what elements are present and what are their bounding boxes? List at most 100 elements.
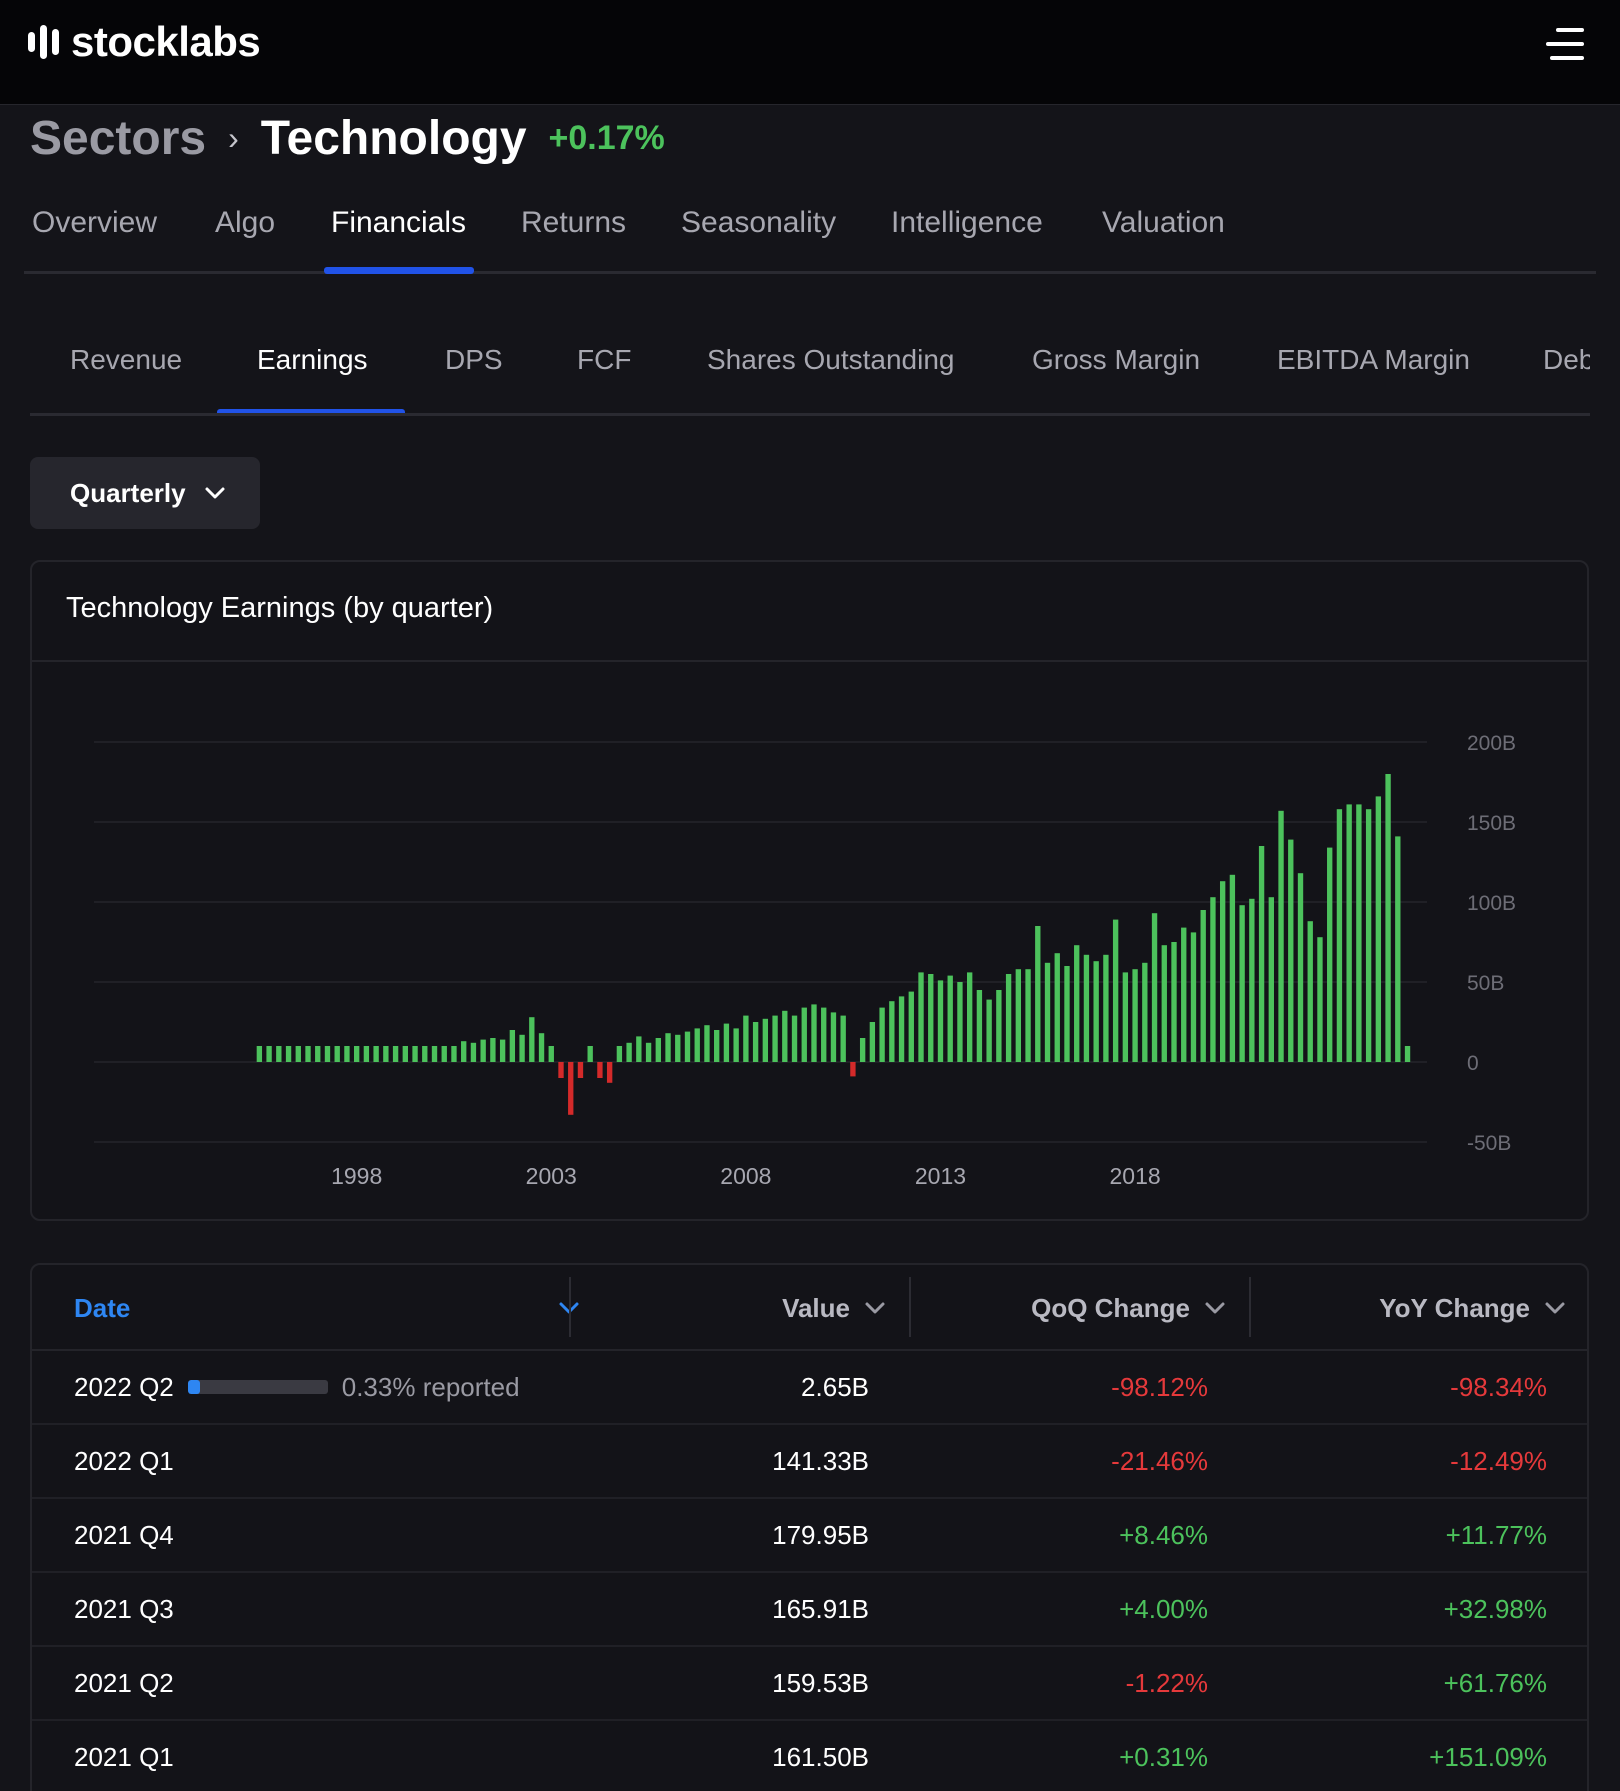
subtab-fcf[interactable]: FCF bbox=[577, 344, 632, 375]
chart-bar bbox=[1064, 966, 1070, 1062]
reported-progress-fill bbox=[187, 1380, 201, 1394]
chart-bar bbox=[1151, 913, 1158, 1062]
x-tick-label: 2008 bbox=[720, 1163, 771, 1189]
row-qoq-change: +8.46% bbox=[1119, 1519, 1208, 1550]
chart-bar bbox=[1015, 969, 1022, 1062]
chart-bar bbox=[986, 999, 992, 1062]
chevron-down-icon bbox=[1545, 1302, 1565, 1314]
chart-bar bbox=[645, 1042, 652, 1062]
chart-bar bbox=[568, 1062, 574, 1115]
subtab-dps[interactable]: DPS bbox=[445, 344, 503, 375]
hamburger-menu-icon[interactable] bbox=[1544, 26, 1584, 62]
main-tabs: Overview Algo Financials Returns Seasona… bbox=[24, 192, 1596, 274]
chart-bar bbox=[1132, 969, 1138, 1062]
chart-bar bbox=[1395, 836, 1401, 1062]
row-yoy-change: +151.09% bbox=[1429, 1741, 1547, 1772]
tab-overview[interactable]: Overview bbox=[32, 206, 158, 239]
column-header-date[interactable]: Date bbox=[74, 1265, 579, 1351]
chart-bar bbox=[1200, 910, 1206, 1062]
chart-bar bbox=[850, 1062, 856, 1077]
subtab-shares-outstanding[interactable]: Shares Outstanding bbox=[707, 344, 955, 375]
chart-bar bbox=[976, 990, 983, 1062]
table-row[interactable]: 2021 Q3 165.91B +4.00% +32.98% bbox=[32, 1573, 1587, 1647]
breadcrumb-sectors-link[interactable]: Sectors bbox=[30, 111, 207, 165]
column-header-yoy-label: YoY Change bbox=[1379, 1292, 1530, 1323]
chart-bar bbox=[1171, 942, 1177, 1062]
chart-bar bbox=[1307, 921, 1313, 1062]
chart-bar bbox=[821, 1007, 827, 1062]
tab-valuation[interactable]: Valuation bbox=[1102, 206, 1225, 239]
x-tick-label: 2018 bbox=[1110, 1163, 1161, 1189]
table-row[interactable]: 2021 Q2 159.53B -1.22% +61.76% bbox=[32, 1647, 1587, 1721]
chart-bar bbox=[1035, 926, 1041, 1062]
row-date: 2022 Q1 bbox=[74, 1445, 174, 1476]
chart-bar bbox=[1249, 898, 1255, 1062]
chart-bar bbox=[1365, 809, 1372, 1062]
chart-bar bbox=[1268, 897, 1274, 1062]
row-yoy-change: +32.98% bbox=[1443, 1593, 1547, 1624]
row-date: 2022 Q2 bbox=[74, 1371, 174, 1402]
chart-bar bbox=[451, 1046, 457, 1062]
earnings-bar-chart: 200B 150B 100B 50B 0 -50B 1998 2003 2008 2013 2018 bbox=[94, 732, 1516, 1189]
column-divider bbox=[569, 1277, 571, 1337]
subtab-revenue[interactable]: Revenue bbox=[70, 344, 183, 375]
chart-bar bbox=[1336, 809, 1343, 1062]
chart-bar bbox=[529, 1017, 535, 1062]
chart-bar bbox=[1074, 945, 1080, 1062]
row-date: 2021 Q3 bbox=[74, 1593, 174, 1624]
row-yoy-change: -12.49% bbox=[1450, 1445, 1547, 1476]
column-header-yoy-change[interactable]: YoY Change bbox=[1252, 1265, 1587, 1351]
chart-bar bbox=[461, 1041, 467, 1062]
chart-bar bbox=[422, 1046, 428, 1062]
chart-bar bbox=[431, 1046, 438, 1062]
chart-bar bbox=[1327, 847, 1333, 1062]
chart-bar bbox=[577, 1062, 584, 1078]
tab-returns[interactable]: Returns bbox=[521, 206, 627, 239]
chart-bar bbox=[392, 1046, 399, 1062]
breadcrumb: Sectors › Technology +0.17% bbox=[30, 108, 665, 168]
chart-bar bbox=[315, 1046, 321, 1062]
chart-bar bbox=[665, 1033, 671, 1062]
chart-bar bbox=[694, 1028, 700, 1062]
column-divider bbox=[1249, 1277, 1251, 1337]
chart-bar bbox=[548, 1046, 554, 1062]
y-tick-label: 100B bbox=[1467, 892, 1516, 915]
tab-financials[interactable]: Financials bbox=[331, 206, 467, 239]
chart-bar bbox=[937, 980, 944, 1062]
chart-bar bbox=[538, 1033, 545, 1062]
table-row[interactable]: 2022 Q1 141.33B -21.46% -12.49% bbox=[32, 1425, 1587, 1499]
chart-bar bbox=[1297, 873, 1304, 1062]
stocklabs-logo[interactable]: stocklabs bbox=[28, 18, 261, 66]
chart-bar bbox=[772, 1015, 778, 1062]
tab-seasonality[interactable]: Seasonality bbox=[681, 206, 837, 239]
subtab-ebitda-margin[interactable]: EBITDA Margin bbox=[1277, 344, 1470, 375]
table-row[interactable]: 2021 Q4 179.95B +8.46% +11.77% bbox=[32, 1499, 1587, 1573]
chart-bar bbox=[918, 972, 924, 1062]
x-tick-label: 2003 bbox=[526, 1163, 577, 1189]
chart-bar bbox=[655, 1038, 661, 1062]
period-select[interactable]: Quarterly bbox=[30, 457, 260, 529]
row-date: 2021 Q4 bbox=[74, 1519, 174, 1550]
row-value: 2.65B bbox=[801, 1371, 869, 1402]
chart-bar bbox=[928, 974, 934, 1062]
chart-bar bbox=[1385, 774, 1391, 1062]
chart-bar bbox=[1219, 881, 1226, 1062]
column-header-qoq-change[interactable]: QoQ Change bbox=[912, 1265, 1250, 1351]
table-row[interactable]: 2022 Q2 0.33% reported 2.65B -98.12% -98… bbox=[32, 1351, 1587, 1425]
chart-bar bbox=[1005, 974, 1012, 1062]
tab-intelligence[interactable]: Intelligence bbox=[891, 206, 1043, 239]
row-yoy-change: -98.34% bbox=[1450, 1371, 1547, 1402]
column-header-value[interactable]: Value bbox=[572, 1265, 910, 1351]
table-row[interactable]: 2021 Q1 161.50B +0.31% +151.09% bbox=[32, 1721, 1587, 1791]
earnings-table: Date Value QoQ Change YoY Change bbox=[30, 1263, 1589, 1791]
subtab-gross-margin[interactable]: Gross Margin bbox=[1032, 344, 1201, 375]
chart-bar bbox=[402, 1046, 408, 1062]
chart-bar bbox=[490, 1038, 496, 1062]
y-tick-label: 50B bbox=[1467, 972, 1504, 995]
row-date: 2021 Q2 bbox=[74, 1667, 174, 1698]
chart-bar bbox=[966, 972, 973, 1062]
chart-bar bbox=[266, 1046, 272, 1062]
subtab-debt[interactable]: Deb bbox=[1543, 344, 1590, 375]
subtab-earnings[interactable]: Earnings bbox=[257, 344, 368, 375]
tab-algo[interactable]: Algo bbox=[215, 206, 276, 239]
